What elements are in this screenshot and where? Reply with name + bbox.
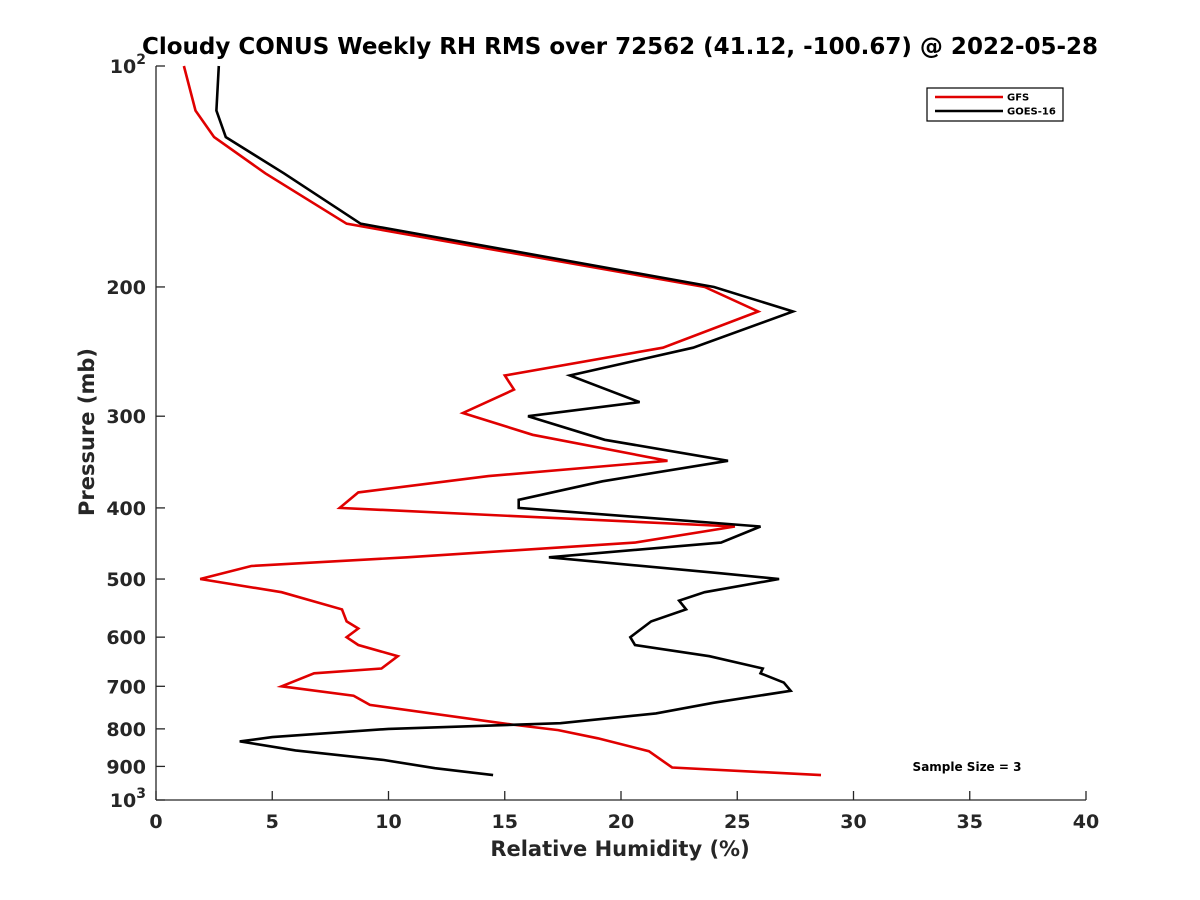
x-tick-label: 35 — [957, 811, 983, 833]
sample-size-annotation: Sample Size = 3 — [913, 760, 1022, 774]
y-tick-label: 103 — [110, 786, 146, 812]
plot-area: 0 5 10 15 20 25 30 35 40 102 200 300 400 500 600 700 800… — [106, 52, 1099, 833]
y-tick-label: 200 — [106, 277, 146, 299]
x-tick-label: 30 — [840, 811, 866, 833]
chart-title: Cloudy CONUS Weekly RH RMS over 72562 (4… — [142, 34, 1098, 60]
legend-label-gfs: GFS — [1007, 93, 1029, 104]
y-tick-label: 500 — [106, 569, 146, 591]
x-tick-label: 20 — [608, 811, 634, 833]
x-tick-label: 25 — [724, 811, 750, 833]
legend-box — [926, 87, 1064, 122]
series-line-gfs — [182, 65, 822, 777]
y-tick-label: 400 — [106, 498, 146, 520]
x-tick-label: 5 — [266, 811, 279, 833]
x-tick-label: 0 — [149, 811, 162, 833]
y-tick-label: 900 — [106, 756, 146, 778]
y-tick-label: 800 — [106, 719, 146, 741]
series-line-goes-16 — [215, 65, 798, 777]
y-axis-label: Pressure (mb) — [75, 348, 99, 516]
legend: GFS GOES-16 — [926, 87, 1064, 122]
x-axis-label: Relative Humidity (%) — [490, 837, 749, 861]
y-tick-label: 600 — [106, 627, 146, 649]
x-tick-label: 15 — [492, 811, 518, 833]
legend-label-goes-16: GOES-16 — [1007, 107, 1056, 118]
x-tick-label: 40 — [1073, 811, 1099, 833]
y-tick-label: 700 — [106, 676, 146, 698]
y-tick-label: 300 — [106, 406, 146, 428]
y-tick-label: 102 — [110, 52, 146, 78]
x-tick-label: 10 — [375, 811, 401, 833]
